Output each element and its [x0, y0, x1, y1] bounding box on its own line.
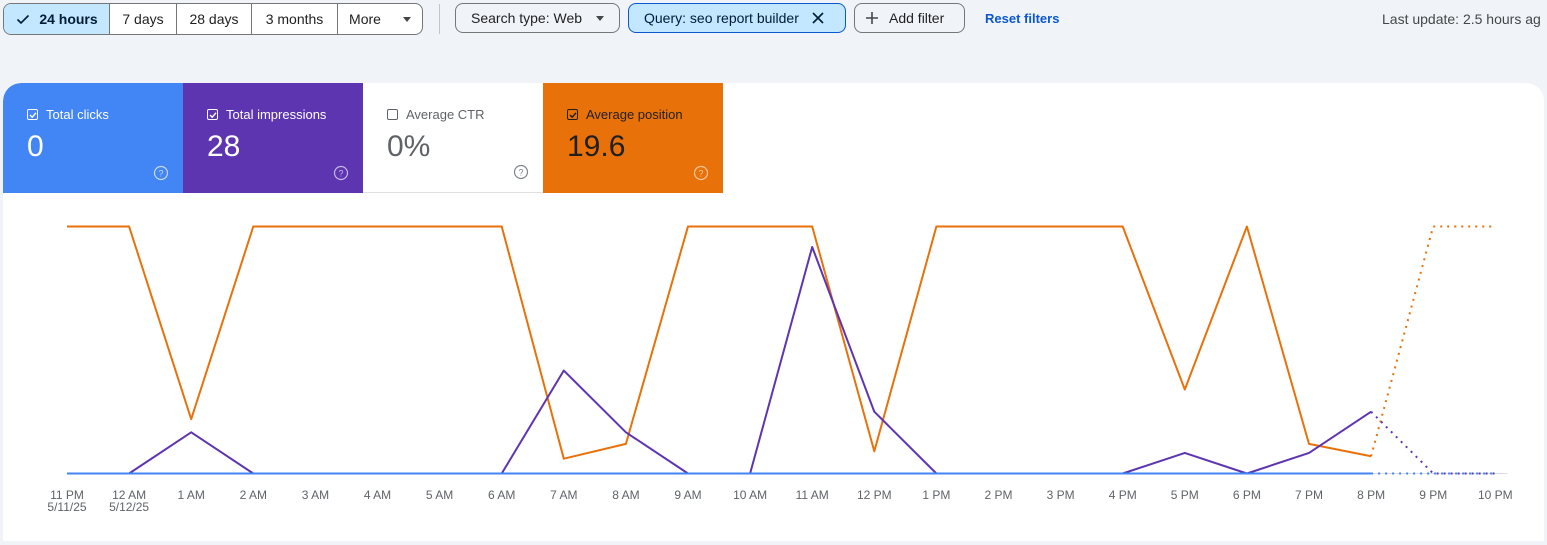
metric-header: Total clicks: [27, 107, 183, 122]
metric-header: Total impressions: [207, 107, 363, 122]
query-label: Query: seo report builder: [644, 10, 799, 26]
x-tick-label: 9 AM: [674, 488, 701, 502]
metric-header: Average position: [567, 107, 723, 122]
x-tick-label: 7 AM: [550, 488, 577, 502]
x-tick-label: 11 AM: [796, 488, 829, 502]
help-icon[interactable]: ?: [333, 165, 349, 181]
range-7-days-button[interactable]: 7 days: [110, 4, 177, 34]
performance-card: Total clicks 0 ? Total impressions 28 ? …: [3, 83, 1544, 541]
x-tick-label: 12 AM: [112, 488, 146, 502]
x-tick-label: 5 PM: [1171, 488, 1199, 502]
query-filter-chip[interactable]: Query: seo report builder: [628, 3, 846, 33]
filter-bar: 24 hours 7 days 28 days 3 months More Se…: [0, 0, 1547, 40]
close-icon[interactable]: [811, 11, 825, 25]
x-tick-label: 9 PM: [1419, 488, 1447, 502]
add-filter-label: Add filter: [889, 10, 945, 26]
x-tick-label: 3 AM: [302, 488, 329, 502]
svg-text:?: ?: [518, 168, 523, 178]
series-projection-total-impressions: [1370, 411, 1496, 475]
last-update-text: Last update: 2.5 hours ag: [1382, 11, 1541, 27]
x-tick-label: 3 PM: [1047, 488, 1075, 502]
performance-line-chart: 11 PM5/11/25 12 AM5/12/25 1 AM 2 AM 3 AM 4 AM…: [47, 225, 1513, 514]
metric-value: 0: [27, 130, 44, 163]
x-tick-label: 5 AM: [426, 488, 453, 502]
checkbox-checked-icon[interactable]: [27, 109, 38, 120]
range-label: 3 months: [265, 11, 324, 27]
x-tick-label: 8 AM: [612, 488, 639, 502]
series-line-total-impressions: [67, 246, 1372, 475]
x-tick-label: 4 AM: [364, 488, 391, 502]
metric-label: Average CTR: [406, 107, 485, 122]
metric-label: Average position: [586, 107, 683, 122]
series-line-average-position: [67, 225, 1372, 460]
x-tick-label: 4 PM: [1109, 488, 1137, 502]
range-label: 28 days: [189, 11, 239, 27]
x-tick-label: 10 PM: [1478, 488, 1513, 502]
x-tick-label: 11 PM: [50, 488, 84, 502]
chevron-down-icon: [596, 15, 605, 21]
checkbox-checked-icon[interactable]: [207, 109, 218, 120]
x-tick-label: 8 PM: [1357, 488, 1385, 502]
range-label: 24 hours: [39, 11, 98, 27]
x-tick-date: 5/12/25: [109, 500, 149, 514]
add-filter-button[interactable]: Add filter: [854, 3, 965, 33]
metric-total-clicks[interactable]: Total clicks 0 ?: [3, 83, 183, 193]
check-icon: [17, 14, 30, 25]
search-type-chip[interactable]: Search type: Web: [455, 3, 620, 33]
x-tick-label: 7 PM: [1295, 488, 1323, 502]
date-range-segmented: 24 hours 7 days 28 days 3 months More: [3, 3, 423, 35]
range-24-hours-button[interactable]: 24 hours: [4, 4, 110, 34]
help-icon[interactable]: ?: [153, 165, 169, 181]
metric-header: Average CTR: [387, 107, 543, 122]
metric-average-ctr[interactable]: Average CTR 0% ?: [363, 83, 543, 193]
metric-value: 19.6: [567, 130, 626, 163]
metric-average-position[interactable]: Average position 19.6 ?: [543, 83, 723, 193]
svg-text:?: ?: [698, 169, 703, 179]
x-tick-label: 6 AM: [488, 488, 515, 502]
x-tick-label: 2 AM: [240, 488, 267, 502]
checkbox-unchecked-icon[interactable]: [387, 109, 398, 120]
range-label: 7 days: [122, 11, 164, 27]
metric-value: 28: [207, 130, 241, 163]
range-3-months-button[interactable]: 3 months: [252, 4, 338, 34]
series-projection-average-position: [1370, 225, 1496, 457]
x-tick-date: 5/11/25: [47, 500, 86, 514]
reset-filters-link[interactable]: Reset filters: [985, 11, 1060, 26]
x-tick-label: 12 PM: [857, 488, 892, 502]
x-tick-label: 1 PM: [922, 488, 950, 502]
range-28-days-button[interactable]: 28 days: [177, 4, 252, 34]
help-icon[interactable]: ?: [693, 165, 709, 181]
metric-label: Total clicks: [46, 107, 109, 122]
x-tick-label: 10 AM: [733, 488, 767, 502]
metric-label: Total impressions: [226, 107, 327, 122]
svg-text:?: ?: [338, 169, 343, 179]
search-type-label: Search type: Web: [471, 10, 583, 26]
svg-text:?: ?: [158, 169, 163, 179]
x-tick-label: 6 PM: [1233, 488, 1261, 502]
chevron-down-icon: [402, 16, 411, 22]
checkbox-checked-icon[interactable]: [567, 109, 578, 120]
metric-total-impressions[interactable]: Total impressions 28 ?: [183, 83, 363, 193]
plus-icon: [866, 12, 878, 24]
x-tick-label: 1 AM: [178, 488, 205, 502]
help-icon[interactable]: ?: [513, 164, 529, 180]
more-label: More: [349, 11, 381, 27]
x-tick-label: 2 PM: [984, 488, 1012, 502]
metric-value: 0%: [387, 130, 431, 163]
toolbar-divider: [439, 4, 440, 34]
more-ranges-button[interactable]: More: [338, 4, 422, 34]
